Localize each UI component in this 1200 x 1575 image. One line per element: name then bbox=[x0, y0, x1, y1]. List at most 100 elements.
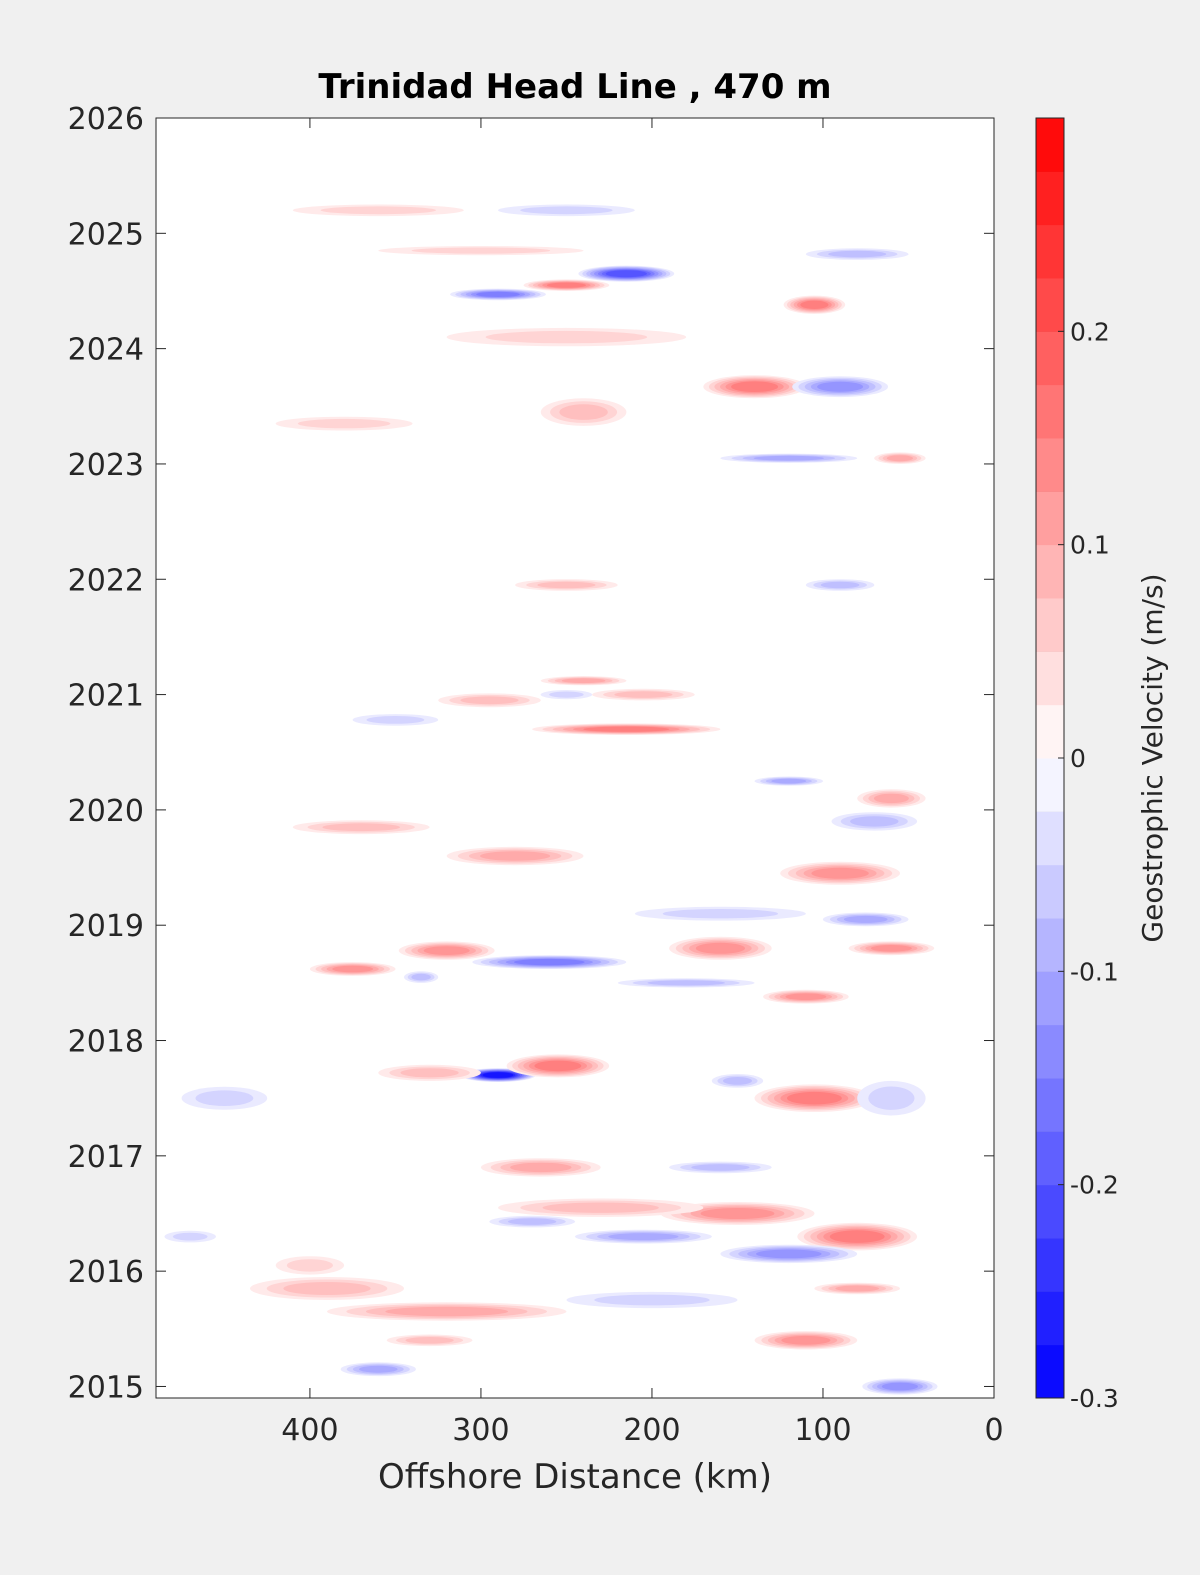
colorbar-segment bbox=[1036, 118, 1064, 172]
contour-level bbox=[542, 1202, 659, 1213]
contour-level bbox=[829, 1230, 885, 1243]
contour-level bbox=[411, 247, 551, 254]
contour-level bbox=[508, 1218, 557, 1225]
heatmap-feature bbox=[398, 941, 495, 960]
heatmap-feature bbox=[292, 820, 430, 835]
contour-level bbox=[546, 282, 587, 288]
colorbar-segment bbox=[1036, 1344, 1064, 1399]
heatmap-feature bbox=[792, 376, 888, 398]
heatmap-feature bbox=[617, 978, 755, 988]
heatmap-feature bbox=[446, 846, 584, 866]
colorbar-segment bbox=[1036, 1238, 1064, 1292]
colorbar-segment bbox=[1036, 918, 1064, 972]
y-tick-label: 2022 bbox=[68, 563, 144, 598]
heatmap-feature bbox=[340, 1362, 416, 1377]
colorbar-tick-label: 0.2 bbox=[1070, 317, 1110, 346]
contour-level bbox=[756, 1249, 822, 1259]
contour-level bbox=[297, 418, 391, 429]
contour-level bbox=[385, 1306, 509, 1317]
heatmap-feature bbox=[378, 1064, 481, 1081]
y-tick-label: 2023 bbox=[68, 448, 144, 483]
heatmap-layer bbox=[164, 204, 938, 1395]
heatmap-feature bbox=[754, 1331, 858, 1350]
contour-level bbox=[359, 1365, 398, 1373]
heatmap-feature bbox=[438, 693, 541, 708]
colorbar-segment bbox=[1036, 544, 1064, 599]
colorbar-segment bbox=[1036, 1184, 1064, 1239]
heatmap-feature bbox=[386, 1334, 473, 1347]
contour-level bbox=[549, 691, 584, 698]
colorbar-tick-label: -0.3 bbox=[1070, 1384, 1119, 1413]
contour-level bbox=[476, 291, 520, 297]
heatmap-feature bbox=[780, 861, 900, 885]
colorbar-segment bbox=[1036, 971, 1064, 1026]
contour-level bbox=[614, 691, 673, 698]
contour-level bbox=[886, 455, 914, 462]
contour-level bbox=[787, 1091, 842, 1105]
heatmap-feature bbox=[575, 1229, 712, 1244]
contour-level bbox=[691, 1164, 750, 1171]
heatmap-feature bbox=[404, 971, 439, 983]
heatmap-feature bbox=[506, 1054, 610, 1078]
heatmap-feature bbox=[720, 453, 858, 463]
heatmap-feature bbox=[763, 989, 849, 1004]
contour-level bbox=[520, 206, 613, 215]
contour-level bbox=[559, 404, 608, 420]
y-tick-label: 2017 bbox=[68, 1140, 144, 1175]
heatmap-feature bbox=[783, 295, 846, 314]
heatmap-feature bbox=[480, 1158, 601, 1177]
y-tick-label: 2024 bbox=[68, 333, 144, 368]
colorbar-segment bbox=[1036, 438, 1064, 492]
heatmap-feature bbox=[532, 723, 721, 735]
colorbar-segment bbox=[1036, 491, 1064, 546]
heatmap-feature bbox=[164, 1230, 216, 1243]
contour-level bbox=[817, 381, 864, 392]
colorbar-segment bbox=[1036, 278, 1064, 332]
heatmap-feature bbox=[578, 265, 675, 282]
contour-level bbox=[510, 1162, 572, 1173]
heatmap-feature bbox=[275, 1256, 345, 1275]
colorbar-segment bbox=[1036, 704, 1064, 759]
contour-level bbox=[485, 330, 648, 344]
y-axis: 2015 2016 2017 2018 2019 2020 2021 2022 2023 2024… bbox=[68, 102, 994, 1405]
heatmap-feature bbox=[292, 204, 464, 217]
contour-level bbox=[881, 1382, 919, 1391]
contour-level bbox=[411, 973, 431, 981]
heatmap-feature bbox=[874, 452, 926, 465]
x-tick-label: 400 bbox=[281, 1413, 338, 1448]
colorbar-segment bbox=[1036, 1131, 1064, 1186]
heatmap-feature bbox=[857, 1080, 926, 1116]
contour-level bbox=[320, 206, 436, 215]
y-tick-label: 2016 bbox=[68, 1255, 144, 1290]
y-tick-label: 2019 bbox=[68, 909, 144, 944]
colorbar-segment bbox=[1036, 171, 1064, 226]
heatmap-feature bbox=[805, 248, 909, 260]
contour-level bbox=[561, 678, 606, 684]
contour-level bbox=[332, 965, 374, 973]
heatmap-feature bbox=[857, 789, 926, 808]
contour-level bbox=[835, 1285, 880, 1292]
contour-level bbox=[423, 946, 470, 955]
colorbar: -0.3 -0.2 -0.1 0 0.1 0.2 bbox=[1035, 117, 1119, 1413]
heatmap-feature bbox=[862, 1378, 938, 1395]
heatmap-feature bbox=[472, 955, 627, 969]
contour-level bbox=[820, 581, 860, 589]
heatmap-feature bbox=[831, 812, 918, 831]
y-tick-label: 2026 bbox=[68, 102, 144, 137]
contour-level bbox=[400, 1068, 459, 1078]
contour-level bbox=[482, 1072, 514, 1078]
contour-level bbox=[843, 915, 888, 923]
heatmap-feature bbox=[523, 279, 610, 292]
heatmap-feature bbox=[754, 776, 823, 786]
contour-level bbox=[583, 726, 670, 732]
contour-level bbox=[405, 1337, 454, 1344]
heatmap-feature bbox=[327, 1302, 567, 1321]
heatmap-feature bbox=[275, 416, 413, 431]
heatmap-feature bbox=[446, 327, 687, 347]
contour-level bbox=[322, 823, 401, 832]
contour-level bbox=[534, 1060, 582, 1072]
contour-level bbox=[286, 1259, 333, 1272]
colorbar-segment bbox=[1036, 1078, 1064, 1132]
heatmap-feature bbox=[703, 375, 806, 399]
